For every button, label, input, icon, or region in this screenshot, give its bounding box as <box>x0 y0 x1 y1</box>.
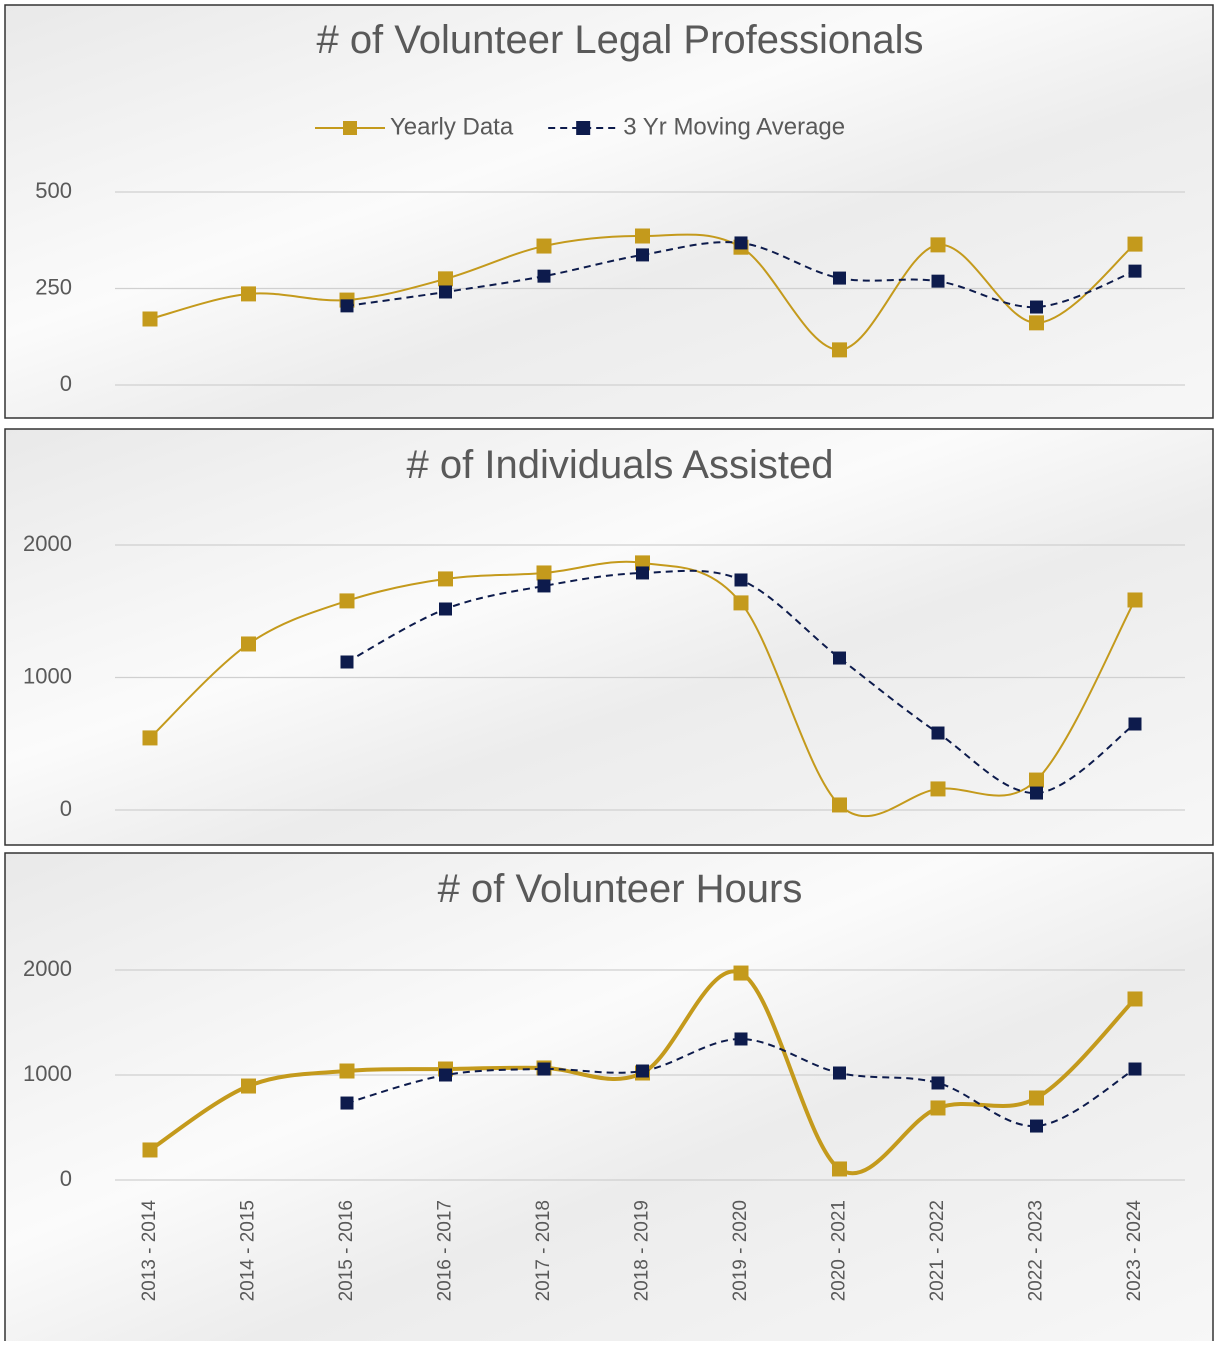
marker <box>438 571 453 587</box>
y-tick-label: 2000 <box>23 956 72 981</box>
marker <box>340 1096 354 1110</box>
marker <box>1127 592 1143 608</box>
marker <box>241 636 256 652</box>
legend-label: 3 Yr Moving Average <box>623 113 845 140</box>
series-line <box>149 560 1136 818</box>
marker <box>439 285 452 299</box>
marker <box>241 286 256 302</box>
series-line <box>346 569 1136 795</box>
chart-title: # of Individuals Assisted <box>407 443 834 487</box>
marker <box>1128 1062 1142 1076</box>
marker <box>636 248 649 262</box>
y-tick-label: 0 <box>60 796 72 821</box>
marker <box>536 565 552 581</box>
x-tick-label: 2020 - 2021 <box>829 1200 850 1301</box>
x-tick-label: 2013 - 2014 <box>139 1200 160 1302</box>
marker <box>833 271 846 285</box>
marker <box>636 566 649 580</box>
marker <box>734 236 748 250</box>
marker <box>339 593 355 609</box>
x-tick-label: 2022 - 2023 <box>1026 1200 1047 1301</box>
marker <box>636 1064 649 1078</box>
marker <box>537 269 551 283</box>
marker <box>832 797 847 813</box>
panel <box>4 4 1214 419</box>
marker <box>733 595 749 611</box>
marker <box>1030 786 1043 800</box>
legend-marker <box>576 121 591 135</box>
marker <box>734 573 748 587</box>
marker <box>536 238 552 254</box>
marker <box>340 299 354 313</box>
plot <box>142 228 1143 358</box>
plot <box>142 965 1143 1177</box>
series-line <box>149 233 1136 351</box>
marker <box>241 1078 256 1094</box>
marker <box>1030 300 1043 314</box>
x-tick-label: 2015 - 2016 <box>336 1200 357 1301</box>
marker <box>733 965 749 981</box>
x-tick-label: 2014 - 2015 <box>238 1200 259 1301</box>
marker <box>1127 236 1143 252</box>
panel <box>4 428 1214 846</box>
marker <box>930 781 946 797</box>
y-tick-label: 1000 <box>23 663 72 688</box>
legend-marker <box>343 121 357 135</box>
marker <box>339 1063 355 1079</box>
marker <box>1128 717 1142 731</box>
plot <box>142 555 1143 818</box>
marker <box>734 1032 748 1046</box>
marker <box>1029 315 1044 331</box>
marker <box>635 228 650 244</box>
y-tick-label: 500 <box>35 178 72 203</box>
marker <box>142 730 158 746</box>
x-tick-label: 2021 - 2022 <box>927 1200 948 1301</box>
x-tick-label: 2016 - 2017 <box>435 1200 456 1301</box>
marker <box>930 1100 946 1116</box>
marker <box>931 274 945 288</box>
x-tick-label: 2023 - 2024 <box>1124 1200 1145 1302</box>
panel <box>4 852 1214 1344</box>
marker <box>931 726 945 740</box>
marker <box>439 1068 452 1082</box>
y-tick-label: 2000 <box>23 531 72 556</box>
marker <box>340 655 354 669</box>
marker <box>930 237 946 253</box>
x-tick-label: 2019 - 2020 <box>730 1200 751 1301</box>
marker <box>142 311 158 327</box>
x-tick-label: 2018 - 2019 <box>632 1200 653 1301</box>
marker <box>832 1161 847 1177</box>
marker <box>931 1076 945 1090</box>
chart-title: # of Volunteer Hours <box>438 867 803 911</box>
marker <box>439 602 452 616</box>
y-tick-label: 0 <box>60 371 72 396</box>
x-tick-label: 2017 - 2018 <box>533 1200 554 1301</box>
marker <box>537 579 551 593</box>
marker <box>1030 1119 1043 1133</box>
y-tick-label: 250 <box>35 274 72 299</box>
marker <box>833 1066 846 1080</box>
y-tick-label: 0 <box>60 1166 72 1191</box>
marker <box>1029 1090 1044 1106</box>
series-line <box>346 1037 1136 1128</box>
marker <box>833 651 846 665</box>
series-line <box>148 969 1137 1176</box>
marker <box>1128 264 1142 278</box>
marker <box>438 271 453 287</box>
marker <box>537 1062 551 1076</box>
y-tick-label: 1000 <box>23 1061 72 1086</box>
legend-label: Yearly Data <box>390 113 514 140</box>
marker <box>1127 991 1143 1007</box>
marker <box>832 342 847 358</box>
chart-title: # of Volunteer Legal Professionals <box>316 18 923 62</box>
marker <box>142 1142 158 1158</box>
marker <box>1029 772 1044 788</box>
